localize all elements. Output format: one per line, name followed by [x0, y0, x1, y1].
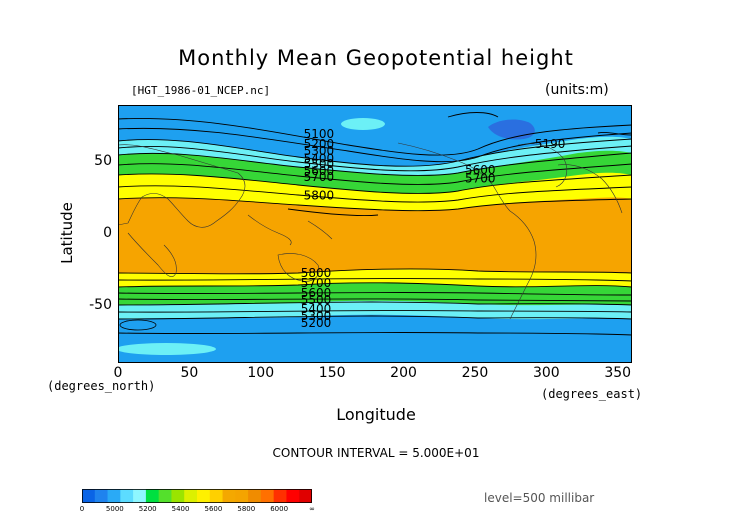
- contour-label: 5400: [301, 302, 332, 316]
- colorbar-tick-label: 5800: [237, 505, 256, 513]
- colorbar-cell: [197, 489, 211, 503]
- contour-label: 5600: [301, 286, 332, 300]
- low-south: [119, 319, 157, 331]
- contour-label: 5200: [301, 316, 332, 330]
- x-unit-note: (degrees_east): [541, 387, 643, 401]
- coastlines: [118, 142, 623, 320]
- x-axis-label: Longitude: [336, 405, 416, 424]
- colorbar-tick-label: 5600: [204, 505, 223, 513]
- contour-label: 5800: [301, 266, 332, 280]
- colorbar-cell: [120, 489, 134, 503]
- contour-label: 5200: [304, 137, 335, 151]
- contour-map: 5100520053005400550056005700580056005700…: [118, 105, 632, 363]
- ridge-north: [341, 118, 385, 130]
- contour-label: 5300: [301, 309, 332, 323]
- contour-label: 5500: [304, 157, 335, 171]
- contour-label: 5600: [465, 163, 496, 177]
- contour-lines: [118, 112, 632, 336]
- colorbar-tick-label: 5000: [105, 505, 124, 513]
- contour-label: 5700: [304, 170, 335, 184]
- chart-title: Monthly Mean Geopotential height: [178, 46, 574, 70]
- colorbar-cell: [222, 489, 236, 503]
- colorbar-cell: [145, 489, 160, 503]
- file-label: [HGT_1986-01_NCEP.nc]: [131, 84, 271, 97]
- contour-label: 5600: [304, 164, 335, 178]
- ridge-south: [118, 343, 216, 355]
- colorbar-tick-label: ∞: [309, 505, 315, 513]
- contour-label: 5400: [304, 151, 335, 165]
- colorbar-cell: [82, 489, 96, 503]
- colorbar-cell: [94, 489, 109, 503]
- colorbar-cell: [171, 489, 185, 503]
- colorbar-frame: [82, 489, 312, 503]
- level-label: level=500 millibar: [484, 491, 595, 505]
- colorbar-tick-label: 0: [79, 505, 85, 513]
- colorbar-tick-label: 5400: [171, 505, 190, 513]
- x-tick-label: 350: [604, 365, 632, 381]
- contour-label: 5500: [301, 293, 332, 307]
- x-tick-label: 100: [247, 365, 275, 381]
- y-unit-note: (degrees_north): [47, 379, 156, 393]
- low-center-north: [488, 119, 535, 140]
- colorbar-tick-label: 6000: [270, 505, 289, 513]
- contour-label: 5190: [535, 137, 566, 151]
- colorbar-cells: [82, 489, 312, 503]
- x-tick-label: 300: [532, 365, 560, 381]
- colorbar-cell: [107, 489, 121, 503]
- colorbar-cell: [299, 489, 312, 503]
- colorbar: [82, 489, 312, 503]
- colorbar-cell: [209, 489, 224, 503]
- colorbar-cell: [235, 489, 249, 503]
- colorbar-cell: [286, 489, 300, 503]
- colorbar-cell: [184, 489, 198, 503]
- y-tick-label: -50: [89, 296, 112, 313]
- band-5700-5800: [118, 197, 632, 274]
- x-tick-label: 50: [180, 365, 199, 381]
- contour-label-layer: 5100520053005400550056005700580056005700…: [301, 127, 566, 330]
- x-tick-label: 150: [318, 365, 346, 381]
- colorbar-cell: [248, 489, 262, 503]
- contour-label: 5100: [304, 127, 335, 141]
- contour-label: 5300: [304, 144, 335, 158]
- x-tick-label: 250: [461, 365, 489, 381]
- y-tick-label: 0: [103, 225, 112, 241]
- plot-frame: [118, 105, 632, 363]
- colorbar-cell: [260, 489, 275, 503]
- x-tick-label: 200: [390, 365, 417, 381]
- x-tick-label: 0: [113, 365, 123, 381]
- contour-label: 5700: [465, 171, 496, 185]
- colorbar-tick-label: 5200: [138, 505, 157, 513]
- contour-label: 5700: [301, 276, 332, 290]
- colorbar-cell: [158, 489, 172, 503]
- y-tick-label: 50: [94, 153, 112, 170]
- contour-label: 5800: [304, 189, 335, 203]
- colorbar-cell: [273, 489, 287, 503]
- contour-interval: CONTOUR INTERVAL = 5.000E+01: [272, 446, 480, 460]
- units-label: (units:m): [545, 82, 609, 98]
- colorbar-cell: [133, 489, 147, 503]
